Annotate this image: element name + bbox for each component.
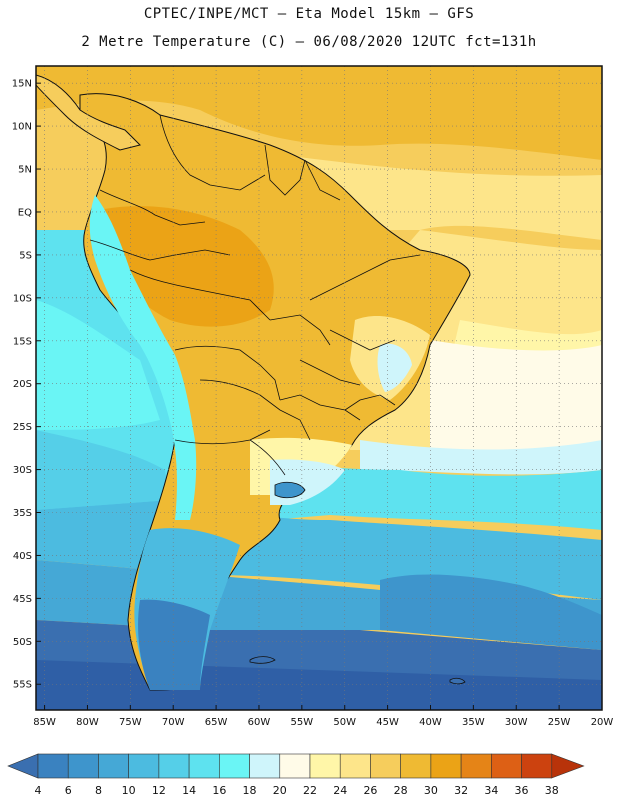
lat-tick-label: 15N bbox=[12, 79, 32, 90]
colorbar-swatch bbox=[521, 753, 553, 779]
colorbar-label: 18 bbox=[243, 784, 257, 797]
colorbar-label: 8 bbox=[95, 784, 102, 797]
colorbar-swatch bbox=[249, 753, 281, 779]
lon-tick-label: 30W bbox=[505, 717, 528, 728]
colorbar-swatch bbox=[128, 753, 160, 779]
colorbar-swatch bbox=[309, 753, 341, 779]
colorbar-label: 10 bbox=[122, 784, 136, 797]
lat-tick-label: 5N bbox=[18, 165, 32, 176]
lat-tick-label: 55S bbox=[13, 680, 32, 691]
lon-tick-label: 65W bbox=[205, 717, 228, 728]
colorbar-swatch bbox=[67, 753, 99, 779]
colorbar-label: 30 bbox=[424, 784, 438, 797]
colorbar-label: 20 bbox=[273, 784, 287, 797]
country-borders bbox=[89, 114, 421, 476]
temperature-field bbox=[36, 66, 602, 710]
colorbar-swatch bbox=[491, 753, 522, 779]
colorbar-label: 22 bbox=[303, 784, 317, 797]
colorbar-swatch bbox=[219, 753, 250, 779]
colorbar-swatch bbox=[188, 753, 220, 779]
lon-tick-label: 55W bbox=[291, 717, 314, 728]
colorbar-swatch bbox=[279, 753, 311, 779]
colorbar-swatch bbox=[400, 753, 432, 779]
colorbar-label: 12 bbox=[152, 784, 166, 797]
lat-tick-label: 20S bbox=[13, 379, 32, 390]
lon-tick-label: 45W bbox=[376, 717, 399, 728]
colorbar-swatch bbox=[37, 753, 69, 779]
colorbar-label: 28 bbox=[394, 784, 408, 797]
colorbar-label: 24 bbox=[333, 784, 347, 797]
lon-tick-label: 80W bbox=[76, 717, 99, 728]
colorbar-label: 32 bbox=[454, 784, 468, 797]
lon-tick-label: 20W bbox=[591, 717, 614, 728]
lon-tick-label: 70W bbox=[162, 717, 185, 728]
latitude-labels: 15N 10N 5N EQ 5S 10S 15S 20S 25S 30S 35S 40S 45S 50S 5… bbox=[12, 79, 32, 691]
colorbar-label: 38 bbox=[545, 784, 559, 797]
central-america-landmass bbox=[36, 74, 141, 151]
map-frame bbox=[35, 65, 603, 711]
lat-tick-label: 15S bbox=[13, 336, 32, 347]
lon-tick-label: 85W bbox=[33, 717, 56, 728]
lon-tick-label: 40W bbox=[419, 717, 442, 728]
map-title-line1: CPTEC/INPE/MCT – Eta Model 15km – GFS bbox=[143, 6, 475, 22]
lat-tick-label: 10N bbox=[12, 122, 32, 133]
lat-tick-label: 5S bbox=[19, 250, 32, 261]
colorbar-label: 6 bbox=[65, 784, 72, 797]
lat-tick-label: EQ bbox=[18, 207, 32, 218]
colorbar-label: 36 bbox=[515, 784, 529, 797]
longitude-labels: 85W 80W 75W 70W 65W 60W 55W 50W 45W 40W 35W 30W 25W 2… bbox=[33, 717, 613, 728]
lon-tick-label: 50W bbox=[333, 717, 356, 728]
lat-tick-label: 25S bbox=[13, 422, 32, 433]
lon-tick-label: 35W bbox=[462, 717, 485, 728]
colorbar-label: 16 bbox=[212, 784, 226, 797]
lat-tick-label: 50S bbox=[13, 637, 32, 648]
colorbar-label: 26 bbox=[363, 784, 377, 797]
colorbar-label: 14 bbox=[182, 784, 196, 797]
colorbar-swatch bbox=[339, 753, 371, 779]
lon-tick-label: 60W bbox=[248, 717, 271, 728]
colorbar-label: 34 bbox=[484, 784, 498, 797]
lat-tick-label: 10S bbox=[13, 293, 32, 304]
lat-tick-label: 35S bbox=[13, 508, 32, 519]
colorbar-swatch bbox=[158, 753, 190, 779]
colorbar-swatch bbox=[460, 753, 492, 779]
colorbar-swatch bbox=[98, 753, 129, 779]
colorbar-high-arrow bbox=[551, 753, 585, 779]
colorbar-label: 4 bbox=[35, 784, 42, 797]
colorbar-swatch bbox=[430, 753, 462, 779]
lat-tick-label: 40S bbox=[13, 551, 32, 562]
colorbar-swatch bbox=[370, 753, 401, 779]
lon-tick-label: 75W bbox=[119, 717, 142, 728]
colorbar-low-arrow bbox=[7, 753, 39, 779]
lat-tick-label: 30S bbox=[13, 465, 32, 476]
temperature-colorbar: 4 6 8 10 12 14 16 18 20 22 24 26 28 30 32 34 36 38 bbox=[7, 753, 585, 797]
lon-tick-label: 25W bbox=[548, 717, 571, 728]
lat-tick-label: 45S bbox=[13, 594, 32, 605]
map-title-line2: 2 Metre Temperature (C) – 06/08/2020 12U… bbox=[81, 34, 537, 50]
map-gridlines bbox=[36, 66, 603, 710]
